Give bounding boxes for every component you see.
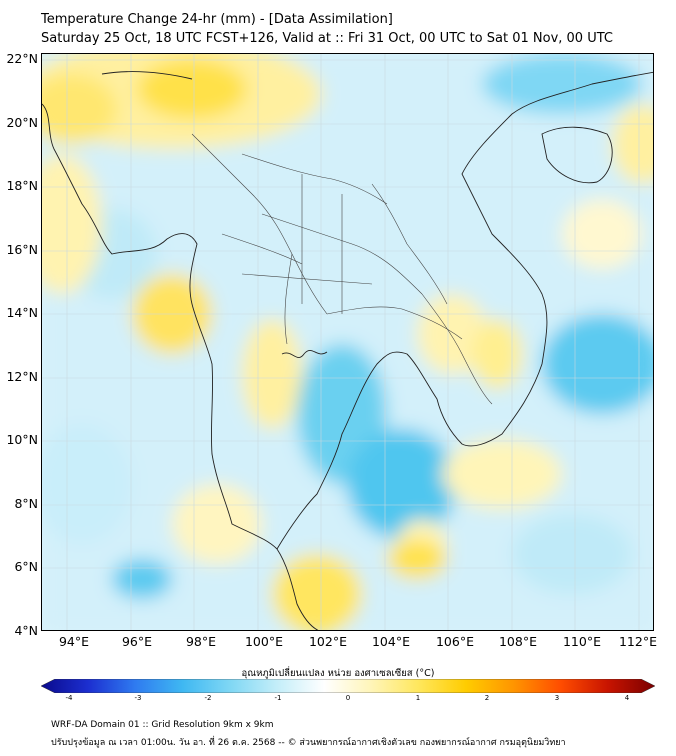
colorbar-tick: 2 — [484, 694, 490, 702]
lat-tick-18: 18°N — [6, 178, 38, 193]
colorbar-tick: 3 — [554, 694, 560, 702]
lat-tick-14: 14°N — [6, 305, 38, 320]
lon-tick-104: 104°E — [371, 634, 410, 649]
lat-tick-10: 10°N — [6, 432, 38, 447]
lon-tick-112: 112°E — [618, 634, 657, 649]
colorbar-tick: -2 — [204, 694, 212, 702]
lat-tick-12: 12°N — [6, 369, 38, 384]
lon-tick-94: 94°E — [58, 634, 90, 649]
map-title: Temperature Change 24-hr (mm) - [Data As… — [41, 12, 393, 27]
map-canvas — [42, 54, 653, 630]
lon-tick-100: 100°E — [244, 634, 283, 649]
lat-tick-20: 20°N — [6, 115, 38, 130]
footer-model-info: WRF-DA Domain 01 :: Grid Resolution 9km … — [51, 720, 274, 730]
lon-tick-108: 108°E — [498, 634, 537, 649]
colorbar-tick: 4 — [624, 694, 630, 702]
lon-tick-96: 96°E — [121, 634, 153, 649]
lon-tick-102: 102°E — [308, 634, 347, 649]
colorbar-title: อุณหภูมิเปลี่ยนแปลง หน่วย องศาเซลเซียส (… — [241, 668, 435, 679]
footer-credit: ปรับปรุงข้อมูล ณ เวลา 01:00น. วัน อา. ที… — [51, 738, 566, 748]
coastlines — [42, 71, 653, 630]
lon-tick-110: 110°E — [562, 634, 601, 649]
colorbar-tick: 0 — [345, 694, 351, 702]
colorbar-tick: 1 — [415, 694, 421, 702]
lat-tick-16: 16°N — [6, 242, 38, 257]
colorbar-tick: -1 — [274, 694, 282, 702]
graticule — [42, 54, 653, 630]
admin-borders — [191, 133, 493, 405]
lat-tick-4: 4°N — [14, 623, 38, 638]
colorbar — [41, 679, 655, 693]
temperature-field — [42, 54, 653, 630]
lat-tick-22: 22°N — [6, 51, 38, 66]
lon-tick-98: 98°E — [185, 634, 217, 649]
temperature-change-map[interactable] — [41, 53, 654, 631]
lat-tick-8: 8°N — [14, 496, 38, 511]
map-subtitle: Saturday 25 Oct, 18 UTC FCST+126, Valid … — [41, 31, 613, 46]
lat-tick-6: 6°N — [14, 559, 38, 574]
colorbar-tick: -3 — [134, 694, 142, 702]
colorbar-tick: -4 — [65, 694, 73, 702]
lon-tick-106: 106°E — [435, 634, 474, 649]
